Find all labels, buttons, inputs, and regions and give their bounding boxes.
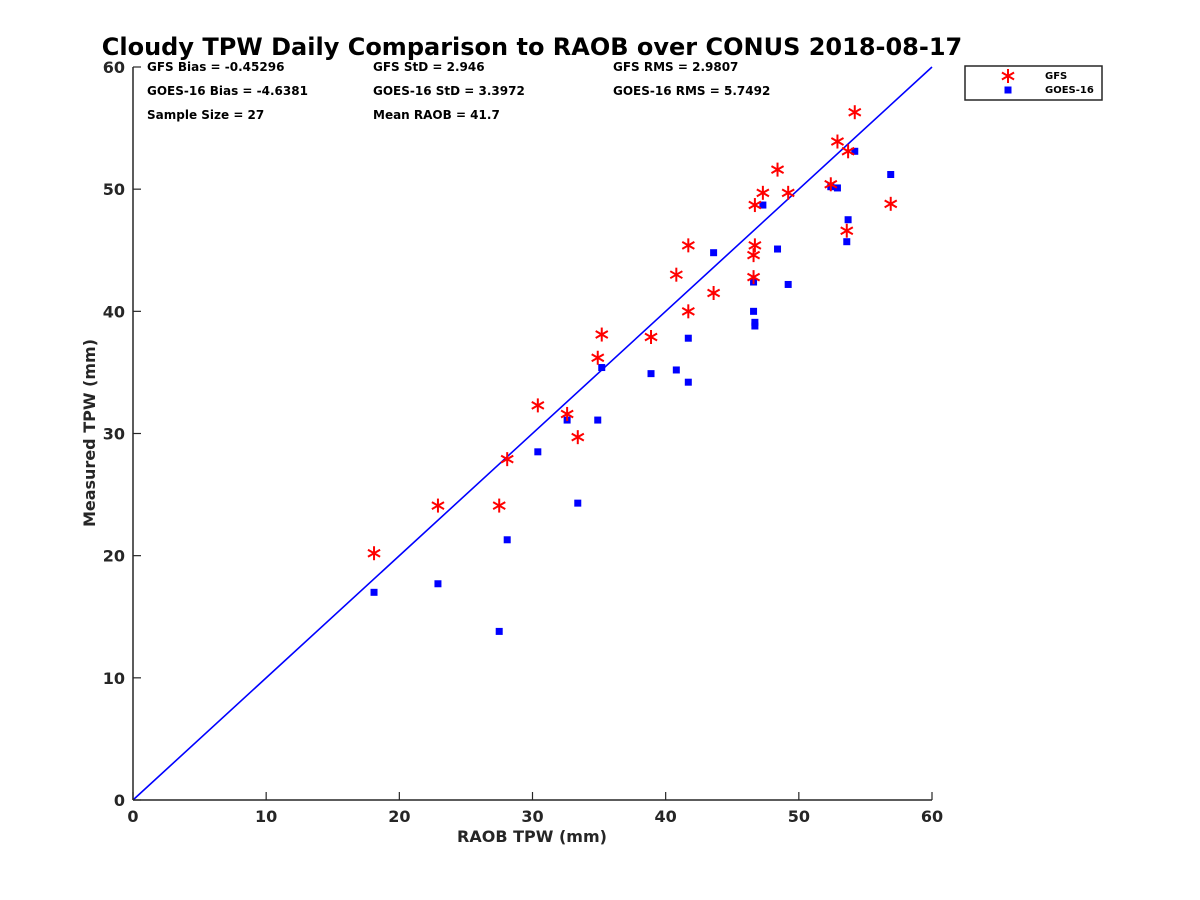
- y-axis-label: Measured TPW (mm): [80, 339, 99, 527]
- stats-block: GFS Bias = -0.45296 GFS StD = 2.946 GFS RM…: [147, 60, 770, 122]
- x-tick-label: 60: [921, 807, 943, 826]
- goes16-point: [495, 627, 503, 635]
- x-tick-label: 0: [127, 807, 138, 826]
- gfs-point: [830, 134, 845, 149]
- gfs-point: [367, 546, 381, 561]
- gfs-point: [595, 327, 609, 342]
- gfs-point: [770, 162, 785, 177]
- y-tick-label: 40: [103, 302, 125, 321]
- x-axis-label: RAOB TPW (mm): [457, 827, 607, 846]
- stat-text: GOES-16 StD = 3.3972: [373, 84, 525, 98]
- gfs-point: [756, 185, 770, 200]
- gfs-point: [431, 498, 445, 513]
- y-tick-label: 30: [103, 425, 125, 444]
- goes16-point: [370, 588, 378, 596]
- legend-goes16-label: GOES-16: [1045, 85, 1094, 96]
- legend-goes16-marker: [1004, 86, 1012, 94]
- gfs-point: [571, 430, 585, 445]
- x-tick-label: 10: [255, 807, 277, 826]
- stat-text: GOES-16 RMS = 5.7492: [613, 84, 770, 98]
- stat-text: GOES-16 Bias = -4.6381: [147, 84, 308, 98]
- goes16-point: [594, 416, 602, 424]
- stat-text: Sample Size = 27: [147, 108, 264, 122]
- gfs-point: [681, 238, 695, 253]
- gfs-point: [781, 185, 795, 200]
- goes16-point: [684, 334, 692, 342]
- legend: GFS GOES-16: [964, 65, 1103, 101]
- goes16-point: [751, 322, 759, 330]
- one-to-one-line: [132, 66, 933, 801]
- goes16-point: [684, 378, 692, 386]
- gfs-point: [848, 105, 862, 120]
- gfs-point: [669, 267, 683, 282]
- goes16-point: [710, 249, 718, 257]
- goes16-point: [759, 201, 767, 209]
- x-tick-label: 30: [521, 807, 543, 826]
- y-tick-label: 50: [103, 180, 125, 199]
- gfs-point: [492, 498, 506, 513]
- gfs-point: [841, 144, 855, 159]
- gfs-point: [591, 350, 605, 365]
- stat-text: Mean RAOB = 41.7: [373, 108, 500, 122]
- gfs-point: [746, 270, 761, 285]
- goes16-point: [647, 370, 655, 378]
- gfs-point: [644, 329, 658, 344]
- legend-gfs-label: GFS: [1045, 71, 1067, 82]
- goes16-point: [887, 171, 895, 179]
- y-tick-label: 10: [103, 669, 125, 688]
- gfs-point: [707, 286, 721, 301]
- gfs-point: [681, 304, 695, 319]
- legend-box: [964, 65, 1103, 101]
- x-tick-label: 50: [788, 807, 810, 826]
- stat-text: GFS RMS = 2.9807: [613, 60, 738, 74]
- y-tick-label: 20: [103, 547, 125, 566]
- y-tick-label: 0: [114, 791, 125, 810]
- chart-title: Cloudy TPW Daily Comparison to RAOB over…: [102, 33, 962, 61]
- x-tick-label: 20: [388, 807, 410, 826]
- gfs-point: [748, 198, 762, 213]
- goes16-point: [434, 580, 442, 588]
- x-tick-label: 40: [655, 807, 677, 826]
- stat-text: GFS StD = 2.946: [373, 60, 485, 74]
- goes16-point: [574, 499, 582, 507]
- goes16-point: [774, 245, 782, 253]
- gfs-point: [840, 223, 854, 238]
- goes16-point: [844, 216, 852, 224]
- legend-gfs-marker: [1001, 69, 1015, 83]
- goes16-point: [534, 448, 542, 456]
- gfs-point: [560, 406, 574, 421]
- gfs-point: [824, 177, 838, 192]
- axes: 0 10 20 30 40 50 60 0 10 20 30 40 50 60: [103, 58, 943, 826]
- goes16-point: [598, 364, 606, 372]
- goes16-point: [503, 536, 511, 544]
- y-tick-label: 60: [103, 58, 125, 77]
- gfs-point: [746, 248, 761, 263]
- goes16-point: [672, 366, 680, 374]
- goes16-point: [750, 307, 758, 315]
- stat-text: GFS Bias = -0.45296: [147, 60, 284, 74]
- gfs-point: [531, 398, 545, 413]
- goes16-point: [833, 184, 841, 192]
- plot-area: [132, 66, 933, 801]
- goes16-point: [843, 238, 851, 246]
- goes16-point: [851, 147, 859, 155]
- goes16-point: [751, 318, 759, 326]
- gfs-point: [884, 196, 898, 211]
- gfs-point: [748, 238, 762, 253]
- goes16-point: [784, 280, 792, 288]
- gfs-point: [500, 452, 514, 467]
